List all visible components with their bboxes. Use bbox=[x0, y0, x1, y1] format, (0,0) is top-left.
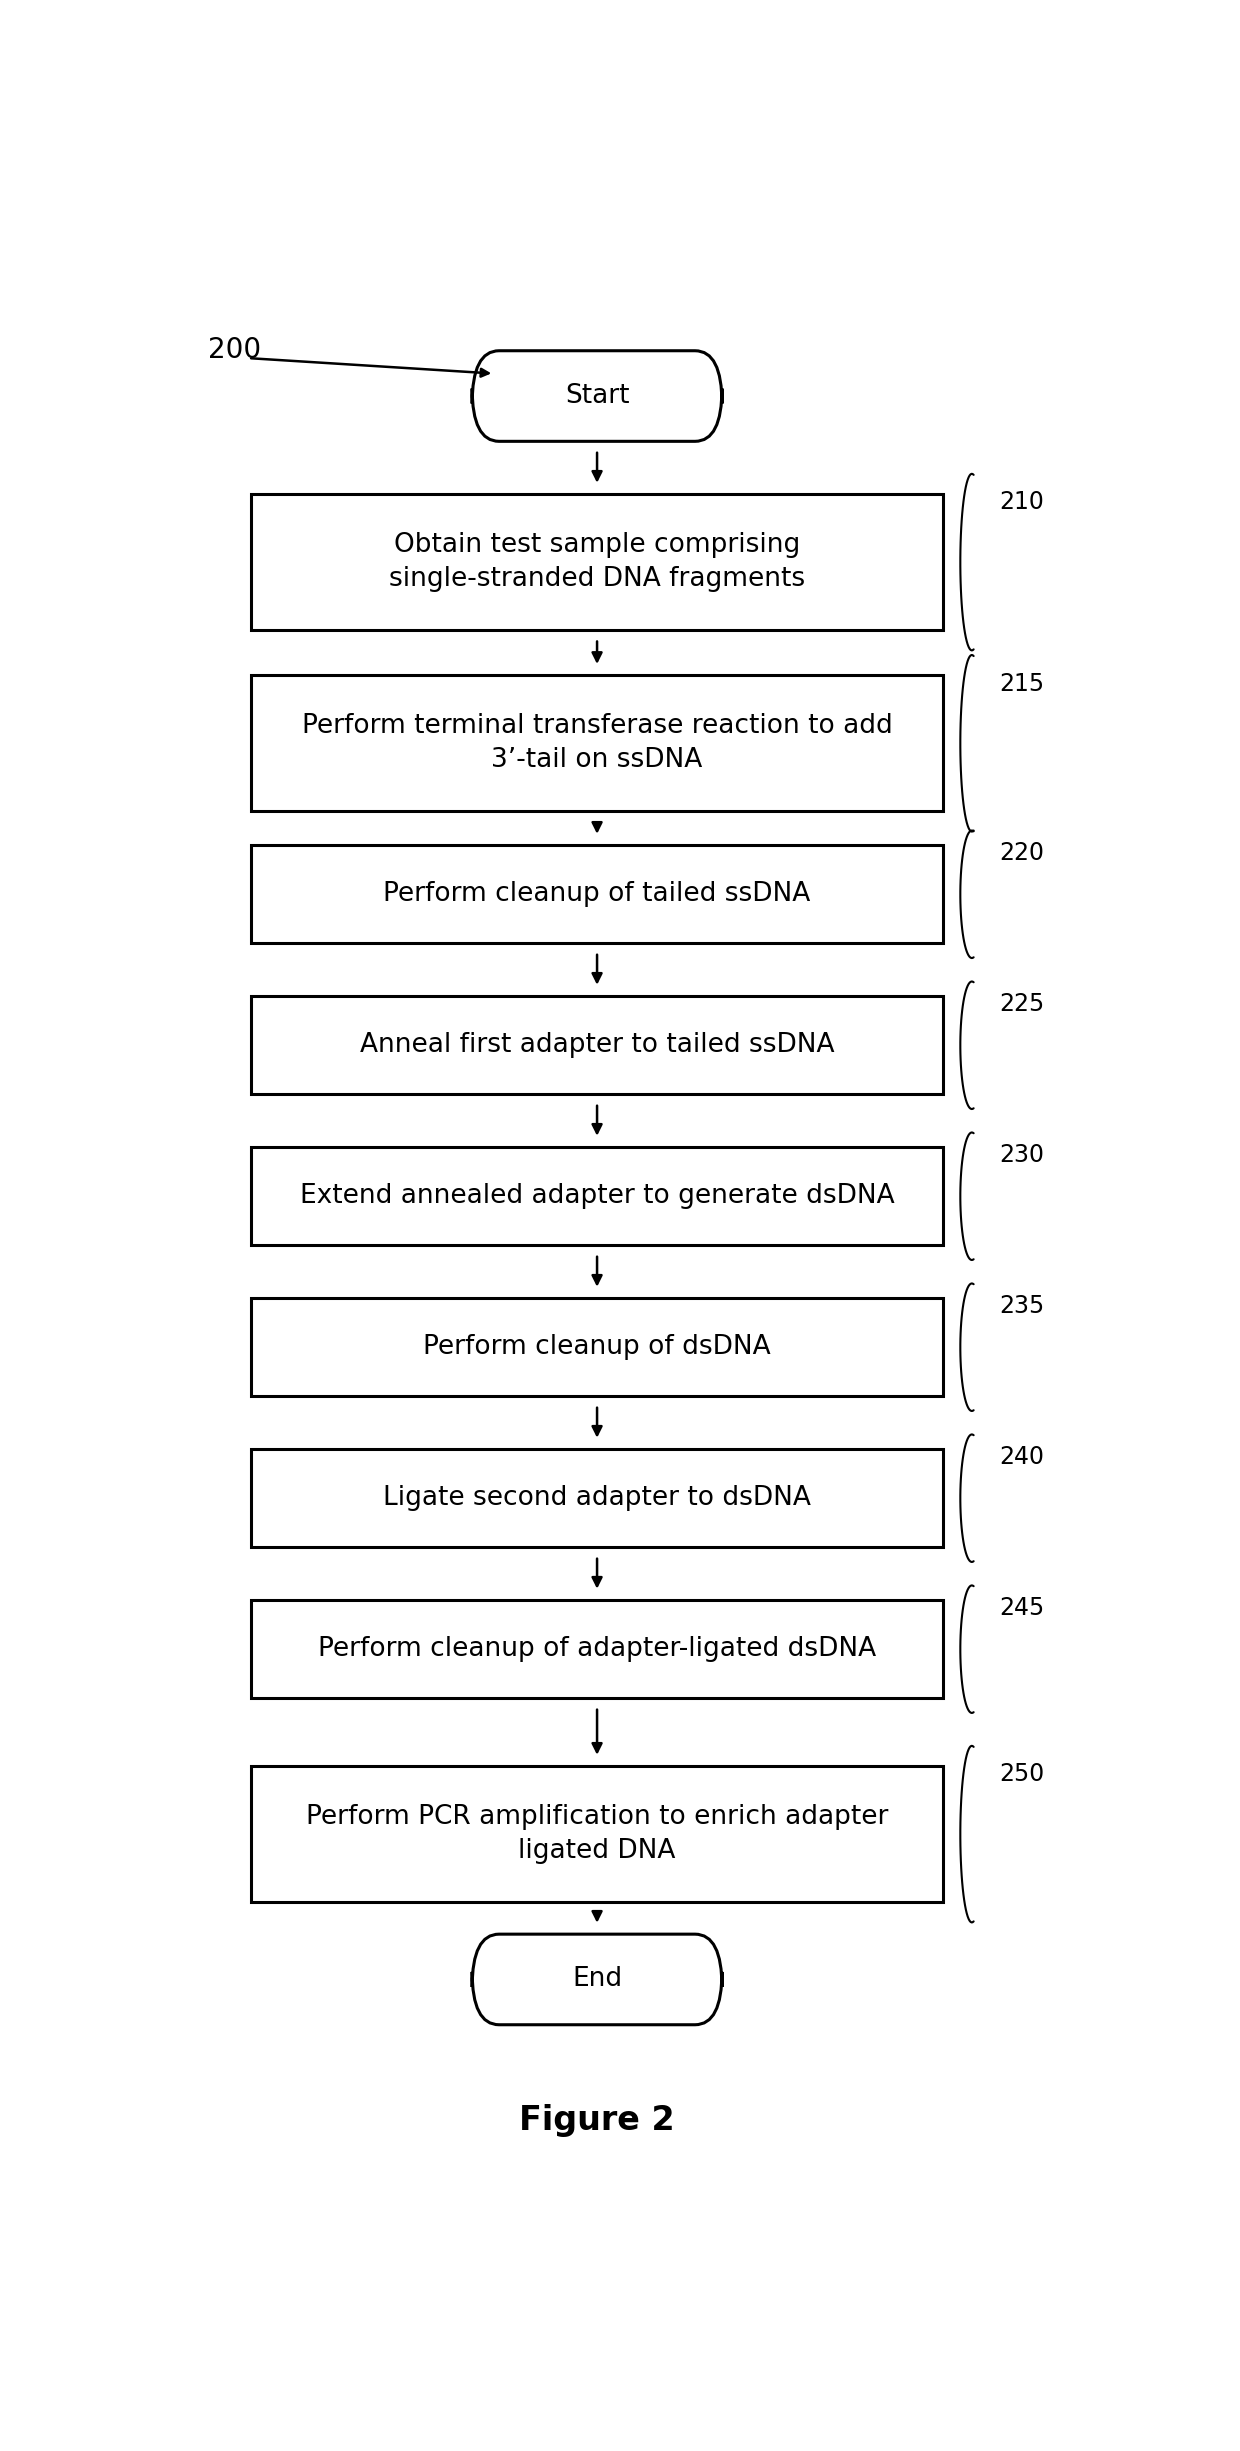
Text: Perform cleanup of adapter-ligated dsDNA: Perform cleanup of adapter-ligated dsDNA bbox=[317, 1637, 877, 1662]
FancyBboxPatch shape bbox=[250, 995, 944, 1093]
FancyBboxPatch shape bbox=[250, 846, 944, 944]
FancyBboxPatch shape bbox=[250, 1299, 944, 1397]
Text: Perform cleanup of tailed ssDNA: Perform cleanup of tailed ssDNA bbox=[383, 882, 811, 907]
FancyBboxPatch shape bbox=[250, 1601, 944, 1699]
Text: Perform terminal transferase reaction to add
3’-tail on ssDNA: Perform terminal transferase reaction to… bbox=[301, 713, 893, 772]
Text: 200: 200 bbox=[208, 336, 260, 363]
FancyBboxPatch shape bbox=[472, 1934, 722, 2025]
FancyBboxPatch shape bbox=[250, 1147, 944, 1245]
FancyBboxPatch shape bbox=[472, 350, 722, 441]
Text: 215: 215 bbox=[998, 672, 1044, 696]
FancyBboxPatch shape bbox=[250, 1449, 944, 1547]
Text: End: End bbox=[572, 1966, 622, 1993]
Text: 240: 240 bbox=[998, 1446, 1044, 1468]
Text: 225: 225 bbox=[998, 993, 1044, 1017]
FancyBboxPatch shape bbox=[250, 1767, 944, 1902]
Text: 230: 230 bbox=[998, 1142, 1044, 1167]
Text: 220: 220 bbox=[998, 841, 1044, 865]
Text: Extend annealed adapter to generate dsDNA: Extend annealed adapter to generate dsDN… bbox=[300, 1184, 894, 1208]
Text: Perform PCR amplification to enrich adapter
ligated DNA: Perform PCR amplification to enrich adap… bbox=[306, 1804, 888, 1865]
Text: Start: Start bbox=[564, 382, 630, 409]
Text: Anneal first adapter to tailed ssDNA: Anneal first adapter to tailed ssDNA bbox=[360, 1032, 835, 1059]
Text: 245: 245 bbox=[998, 1596, 1044, 1620]
Text: 210: 210 bbox=[998, 490, 1044, 515]
Text: Obtain test sample comprising
single-stranded DNA fragments: Obtain test sample comprising single-str… bbox=[389, 532, 805, 593]
Text: Perform cleanup of dsDNA: Perform cleanup of dsDNA bbox=[423, 1333, 771, 1360]
Text: 235: 235 bbox=[998, 1294, 1044, 1319]
Text: Ligate second adapter to dsDNA: Ligate second adapter to dsDNA bbox=[383, 1485, 811, 1512]
Text: Figure 2: Figure 2 bbox=[520, 2105, 675, 2137]
FancyBboxPatch shape bbox=[250, 676, 944, 811]
FancyBboxPatch shape bbox=[250, 495, 944, 630]
Text: 250: 250 bbox=[998, 1762, 1044, 1787]
